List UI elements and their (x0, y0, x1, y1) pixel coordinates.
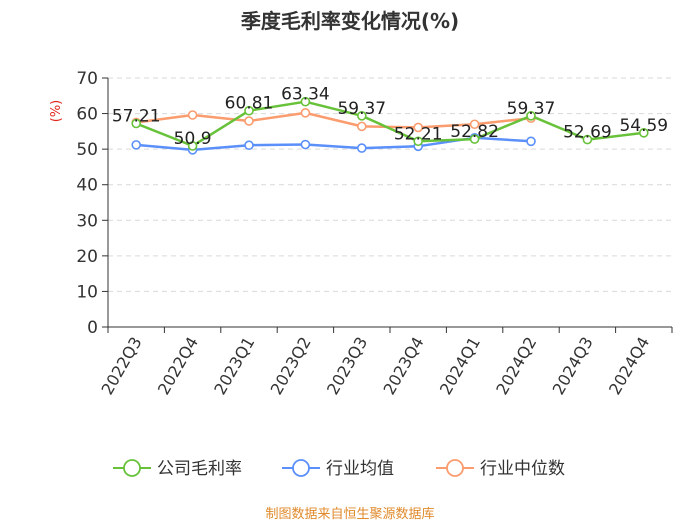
x-tick-label: 2024Q1 (436, 333, 484, 397)
legend-label: 行业均值 (326, 459, 394, 479)
y-tick-label: 60 (76, 105, 98, 125)
y-tick-label: 70 (76, 69, 98, 89)
legend: 公司毛利率 行业均值 行业中位数 (113, 459, 565, 479)
x-tick-label: 2024Q2 (492, 334, 540, 398)
data-point (469, 134, 480, 144)
legend-swatch-marker (123, 459, 141, 477)
grid-layer (108, 77, 672, 292)
data-label: 54.59 (619, 116, 668, 136)
x-tick-label: 2023Q3 (323, 334, 371, 398)
data-point (526, 136, 536, 147)
data-label: 60.81 (225, 94, 274, 114)
data-point (469, 119, 480, 130)
data-point (526, 111, 536, 121)
legend-label: 行业中位数 (480, 459, 565, 479)
data-label: 52.21 (394, 124, 443, 144)
legend-label: 公司毛利率 (157, 459, 242, 479)
x-tick-label: 2023Q2 (267, 334, 315, 398)
data-point (413, 136, 424, 147)
data-point (187, 141, 198, 151)
y-tick-label: 20 (76, 247, 98, 267)
data-label: 63.34 (281, 85, 330, 105)
data-point (300, 96, 311, 107)
data-point (187, 110, 198, 120)
source-note: 制图数据来自恒生聚源数据库 (265, 506, 434, 522)
chart-title: 季度毛利率变化情况(%) (240, 9, 459, 33)
series-line (136, 111, 532, 129)
x-tick-label: 2023Q1 (210, 334, 258, 398)
data-point (356, 121, 367, 132)
y-tick-label: 40 (76, 176, 98, 196)
y-axis-label: (%) (49, 100, 64, 123)
x-tick-label: 2022Q4 (154, 334, 202, 398)
x-tick-label: 2022Q3 (97, 334, 145, 398)
data-point (244, 105, 254, 116)
data-label: 52.69 (563, 123, 612, 143)
data-label: 59.37 (337, 99, 386, 119)
data-label: 52.82 (450, 122, 499, 142)
series-layer (131, 96, 649, 155)
legend-swatch-marker (292, 459, 310, 477)
y-tick-label: 10 (76, 282, 98, 302)
x-tick-label: 2024Q4 (605, 334, 653, 398)
legend-swatch-marker (446, 459, 464, 477)
data-point (413, 122, 424, 133)
y-tick-label: 50 (76, 140, 98, 160)
data-point (356, 143, 367, 153)
data-label: 50.9 (174, 129, 212, 149)
data-point (131, 118, 141, 129)
x-tick-label: 2023Q4 (379, 334, 427, 398)
y-tick-label: 30 (76, 211, 98, 231)
data-point (300, 139, 311, 150)
y-tick-label: 0 (87, 318, 98, 338)
data-point (638, 128, 649, 138)
series-line (135, 100, 644, 148)
data-label: 57.21 (112, 106, 161, 126)
data-label-layer: 57.21 50.9 60.81 63.34 59.37 52.21 52.82 59.37 5… (112, 85, 668, 149)
data-point (244, 116, 254, 126)
data-label: 59.37 (507, 99, 556, 119)
data-point (300, 108, 311, 118)
x-tick-label: 2024Q3 (549, 334, 597, 398)
data-point (356, 111, 367, 121)
data-point (244, 140, 254, 151)
data-point (582, 134, 593, 145)
data-point (131, 140, 141, 150)
